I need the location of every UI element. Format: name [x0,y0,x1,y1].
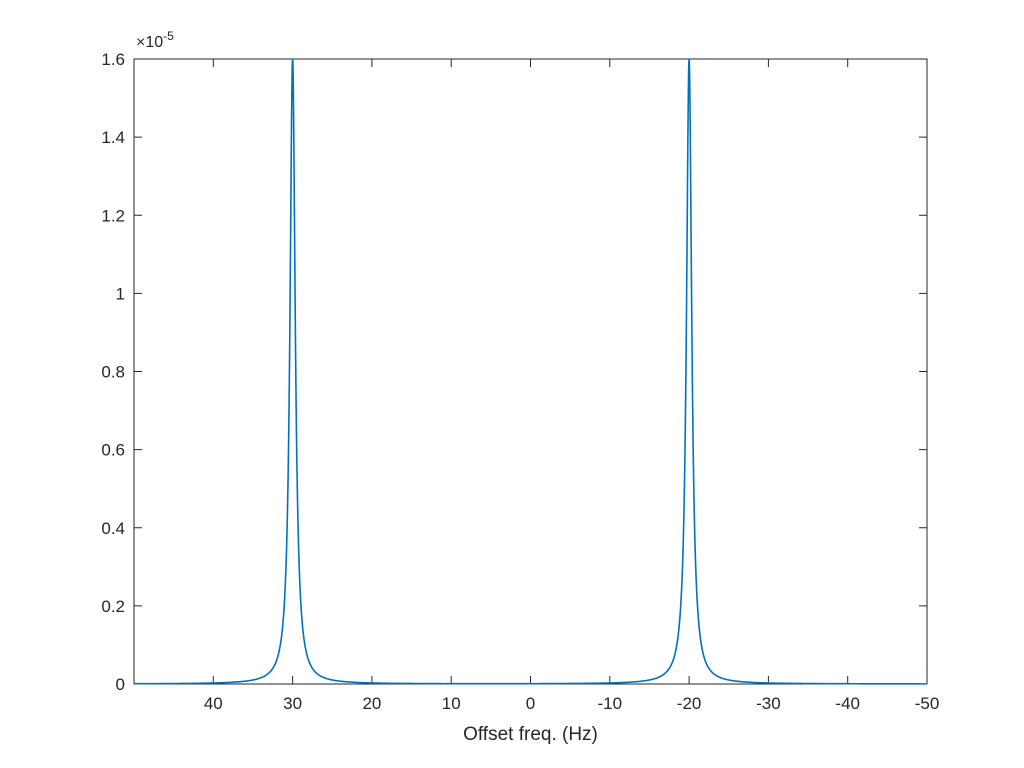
series-line [133,58,928,685]
x-tick-label: 20 [362,694,381,713]
x-axis: 40 30 20 10 0 -10 -20 -30 -40 -50 [204,59,939,713]
y-axis: 0 0.2 0.4 0.6 0.8 1 1.2 1.4 1.6 [101,50,927,694]
x-tick-label: 40 [204,694,223,713]
plot-area [133,58,928,685]
x-tick-label: 0 [526,694,535,713]
y-tick-label: 0.2 [101,597,125,616]
x-tick-label: -10 [598,694,623,713]
y-exponent-power: -5 [163,29,174,43]
x-tick-label: -30 [756,694,781,713]
y-tick-label: 0 [116,675,125,694]
y-tick-label: 1.4 [101,128,125,147]
plot-frame [133,58,928,685]
x-tick-label: -20 [677,694,702,713]
y-tick-label: 0.4 [101,519,125,538]
y-tick-label: 1.6 [101,50,125,69]
y-exponent-label: ×10-5 [136,29,174,51]
y-tick-label: 1.2 [101,206,125,225]
x-tick-label: 10 [442,694,461,713]
series-group [133,58,928,685]
x-tick-label: -40 [835,694,860,713]
x-tick-label: -50 [915,694,940,713]
y-tick-label: 0.6 [101,441,125,460]
y-tick-label: 1 [116,284,125,303]
y-exponent-base: ×10 [136,34,163,51]
y-tick-label: 0.8 [101,363,125,382]
x-tick-label: 30 [283,694,302,713]
x-axis-label: Offset freq. (Hz) [463,724,598,745]
